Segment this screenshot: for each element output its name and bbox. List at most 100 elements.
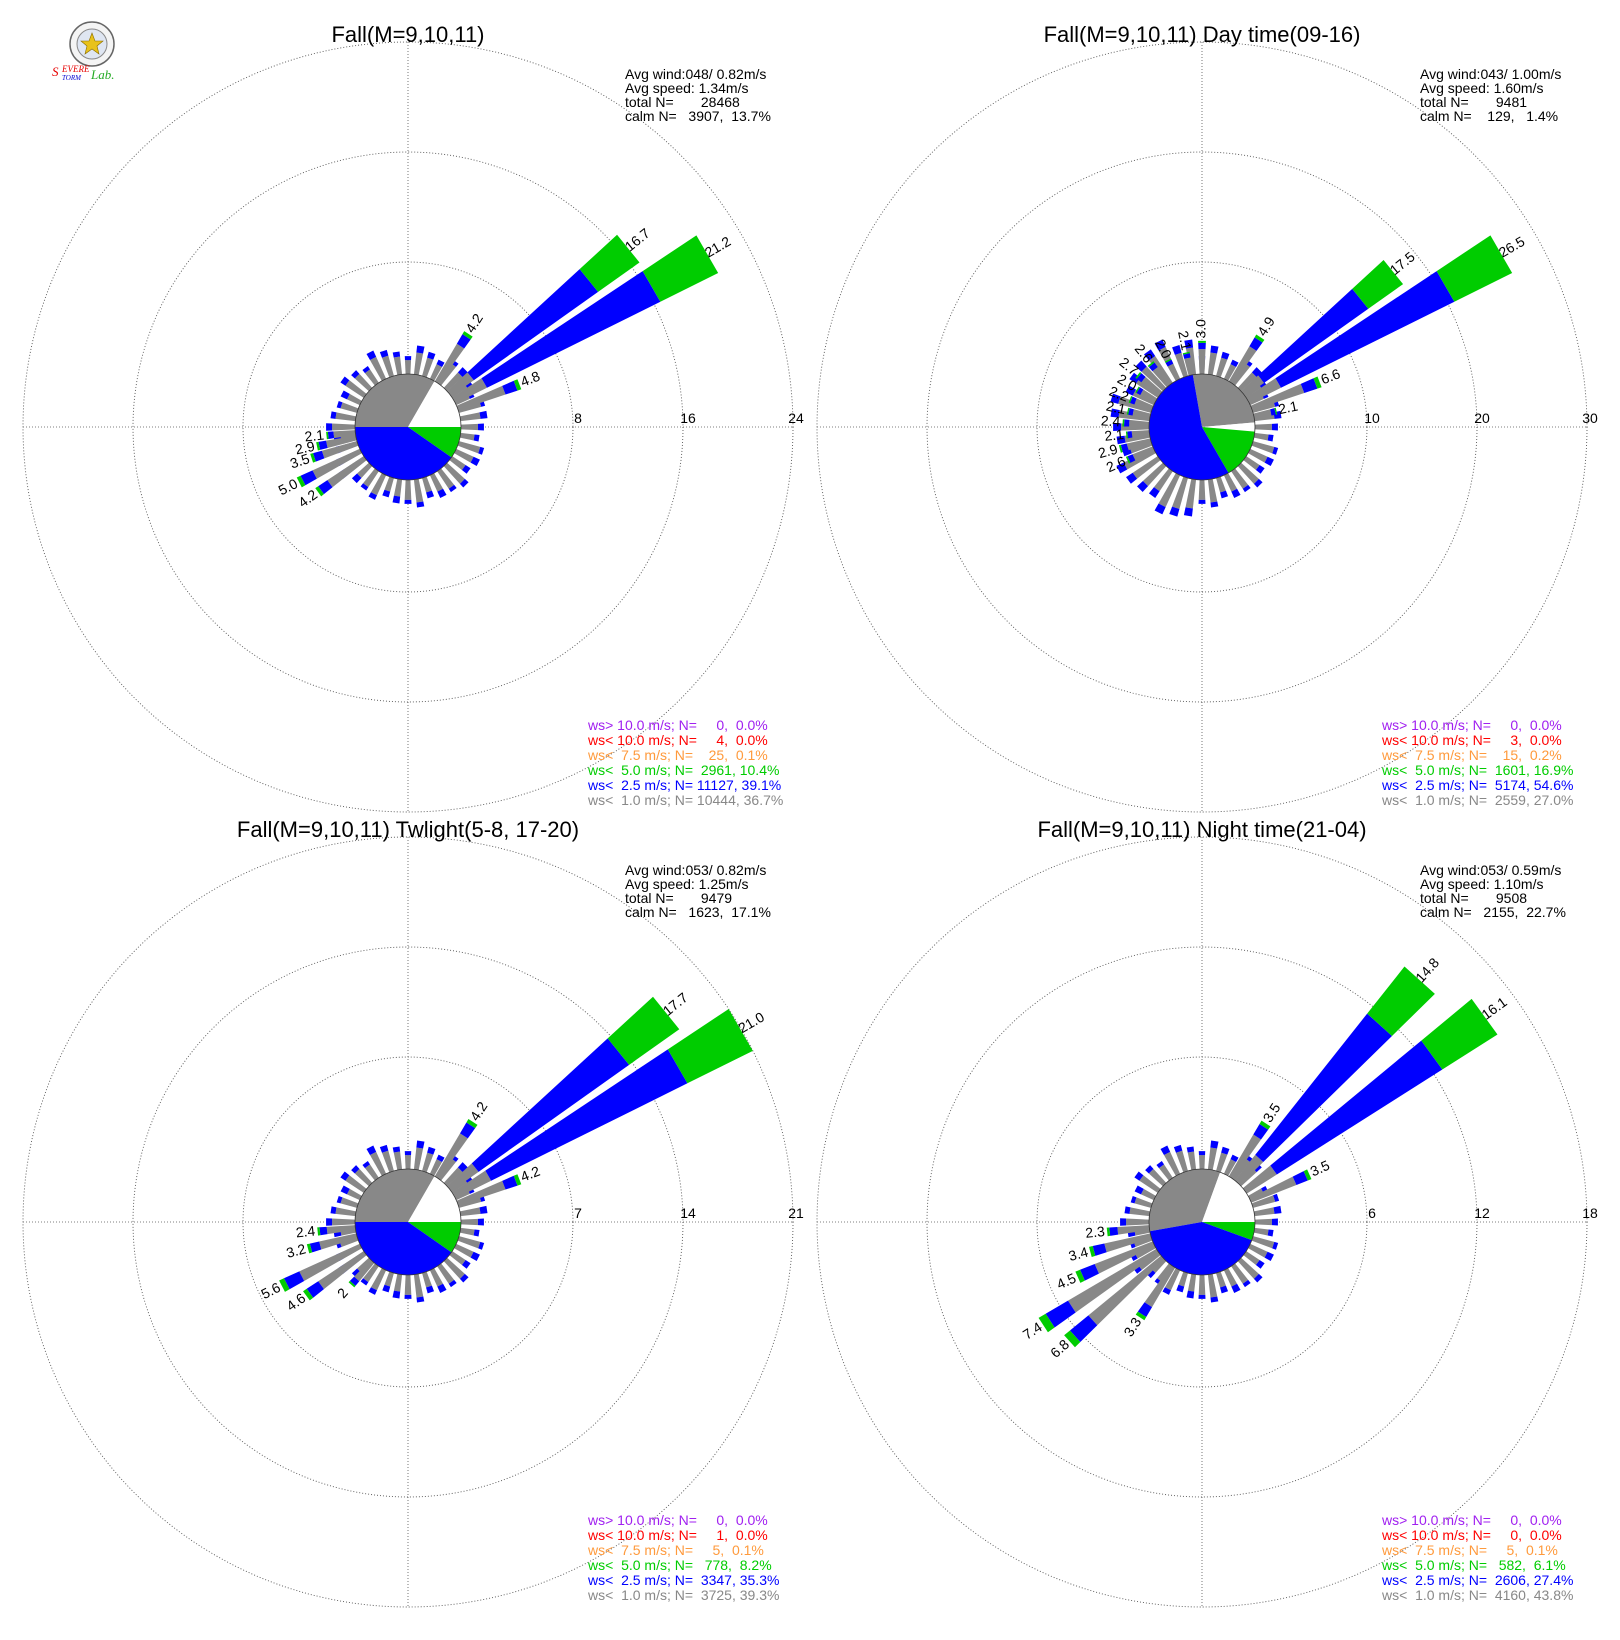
calm-pie-sector — [355, 427, 452, 480]
legend-entry: ws< 2.5 m/s; N= 2606, 27.4% — [1381, 1572, 1573, 1588]
petal-segment — [300, 470, 317, 486]
petal-segment — [1129, 1207, 1151, 1217]
petal-segment — [1254, 334, 1265, 343]
petal-segment — [392, 351, 401, 358]
petal-segment — [459, 1207, 481, 1217]
petal-segment — [357, 462, 373, 478]
petal-segment — [1273, 1193, 1280, 1202]
petal-segment — [1169, 506, 1180, 517]
petal-segment — [1126, 438, 1152, 451]
petal-segment — [1186, 1290, 1195, 1299]
petal-segment — [326, 1225, 356, 1235]
petal-segment — [1223, 1268, 1238, 1287]
petal-segment — [404, 1151, 412, 1156]
petal-segment — [392, 1146, 401, 1153]
petal-segment — [1187, 1151, 1197, 1171]
petal-segment — [340, 1197, 359, 1208]
petal-segment — [1198, 340, 1206, 343]
petal-segment — [434, 1133, 468, 1179]
petal-segment — [340, 1185, 350, 1195]
petal-segment — [393, 356, 403, 376]
calm-pie-sector — [1202, 422, 1256, 432]
petal-segment — [1094, 1241, 1155, 1274]
legend-entry: ws> 10.0 m/s; N= 0, 0.0% — [587, 1512, 768, 1528]
petal-segment — [366, 350, 377, 361]
petal-segment — [1223, 1159, 1237, 1176]
petal-segment — [1045, 1300, 1076, 1328]
petal-segment — [393, 478, 403, 497]
petal-value-label: 2.4 — [1100, 412, 1120, 429]
petal-segment — [443, 1167, 463, 1187]
petal-segment — [1258, 288, 1369, 383]
petal-segment — [467, 269, 599, 381]
petal-segment — [1152, 366, 1171, 388]
wind-rose-panel-2: 10 20 3017.526.54.96.62.13.02.12.02.62.72.… — [816, 22, 1598, 813]
petal-segment — [1129, 396, 1137, 405]
stat-calm-n: calm N= 1623, 17.1% — [625, 904, 771, 920]
petal-segment — [318, 480, 333, 495]
petal-segment — [1251, 1195, 1276, 1208]
calm-pie-sector — [408, 381, 461, 427]
petal-segment — [478, 446, 485, 455]
legend-entry: ws< 10.0 m/s; N= 4, 0.0% — [587, 732, 768, 748]
petal-segment — [1167, 363, 1181, 381]
petal-segment — [454, 1243, 474, 1258]
petal-segment — [1183, 507, 1193, 517]
petal-segment — [1187, 1273, 1197, 1292]
petal-segment — [477, 423, 484, 431]
petal-segment — [1231, 362, 1251, 386]
petal-segment — [1228, 1134, 1262, 1179]
petal-segment — [1186, 1146, 1195, 1153]
petal-segment — [1151, 1257, 1167, 1273]
petal-segment — [1231, 1283, 1241, 1294]
petal-segment — [327, 431, 335, 440]
stat-total-n: total N= 9479 — [625, 890, 732, 906]
petal-segment — [1253, 432, 1269, 441]
petal-segment — [340, 402, 359, 413]
petal-segment — [392, 495, 401, 504]
petal-segment — [1300, 378, 1318, 393]
calm-pie-sector — [408, 1176, 461, 1222]
petal-segment — [485, 1049, 688, 1181]
petal-segment — [416, 1296, 425, 1303]
petal-segment — [416, 345, 425, 354]
petal-segment — [1145, 1268, 1156, 1279]
petal-segment — [351, 370, 360, 379]
petal-segment — [351, 473, 362, 484]
petal-segment — [1216, 1271, 1226, 1288]
petal-segment — [1182, 351, 1190, 355]
petal-segment — [1038, 1313, 1055, 1333]
petal-segment — [422, 1152, 434, 1173]
petal-segment — [1140, 1188, 1156, 1201]
petal-segment — [330, 411, 337, 419]
petal-segment — [502, 1175, 518, 1190]
wind-rose-panel-4: 6 12 1814.816.13.53.52.33.44.57.46.83.3Fal… — [816, 817, 1598, 1608]
petal-segment — [354, 1168, 373, 1187]
petal-segment — [369, 1151, 387, 1176]
petal-segment — [1207, 352, 1218, 376]
petal-segment — [354, 1259, 375, 1282]
petal-segment — [404, 479, 412, 500]
petal-segment — [382, 489, 391, 498]
petal-segment — [1198, 349, 1206, 375]
petal-segment — [1125, 431, 1128, 439]
petal-segment — [1223, 473, 1238, 492]
petal-segment — [466, 1119, 478, 1129]
petal-segment — [427, 351, 436, 360]
petal-segment — [422, 1271, 432, 1288]
petal-segment — [462, 331, 473, 340]
petal-segment — [1264, 1251, 1274, 1262]
svg-text:TORM: TORM — [62, 74, 82, 82]
petal-segment — [1270, 408, 1276, 416]
petal-segment — [1253, 1123, 1269, 1140]
legend-entry: ws< 10.0 m/s; N= 1, 0.0% — [587, 1527, 768, 1543]
petal-segment — [404, 1294, 412, 1299]
petal-segment — [1139, 1175, 1161, 1193]
petal-segment — [1210, 501, 1219, 508]
petal-segment — [404, 360, 412, 375]
petal-segment — [306, 1243, 313, 1254]
petal-segment — [1172, 476, 1188, 509]
petal-segment — [1131, 430, 1150, 438]
petal-segment — [1249, 337, 1263, 351]
